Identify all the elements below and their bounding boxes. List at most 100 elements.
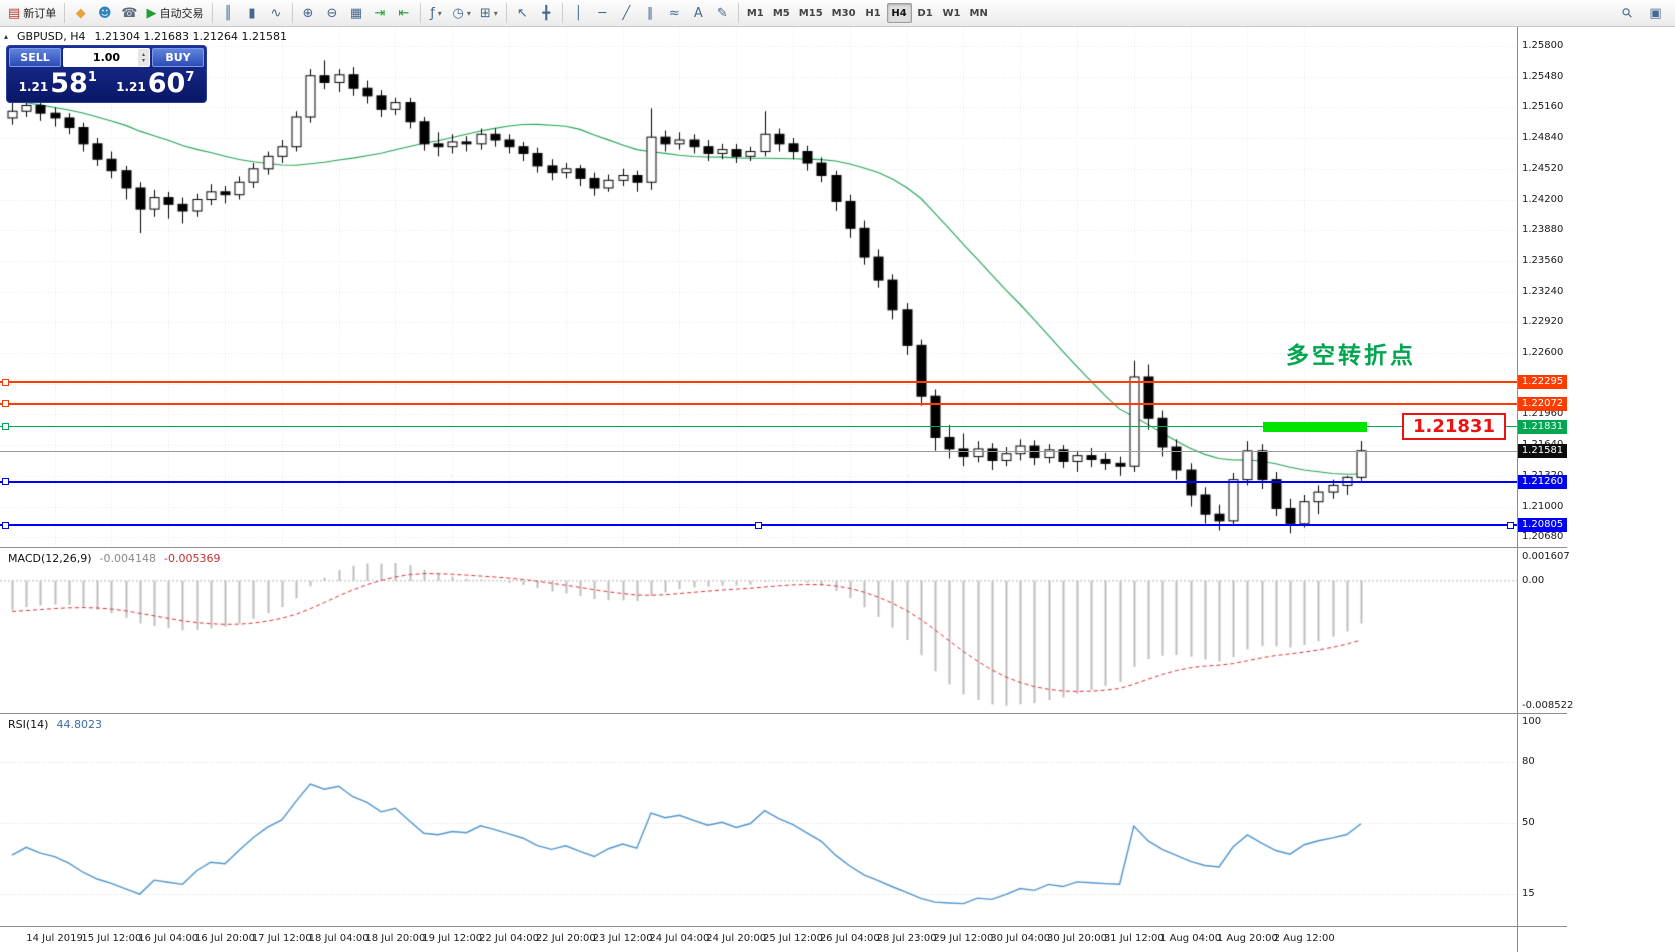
time-axis-label: 16 Jul 20:00: [195, 933, 255, 944]
toolbar-separator: [561, 3, 563, 23]
chart-line-icon: ∿: [270, 5, 282, 21]
auto-trading-button-label: 自动交易: [159, 7, 204, 20]
panel-separator[interactable]: [0, 713, 1567, 714]
trendline-tool-icon[interactable]: ╱: [615, 2, 638, 24]
time-axis-label: 24 Jul 20:00: [706, 933, 767, 944]
community-icon[interactable]: ☻: [93, 2, 116, 24]
auto-scroll-icon[interactable]: ⇥: [369, 2, 392, 24]
cursor-icon[interactable]: ↖: [511, 2, 534, 24]
line-handle[interactable]: [2, 400, 9, 408]
toolbar-separator: [291, 3, 293, 23]
time-axis-label: 22 Jul 20:00: [535, 933, 596, 944]
line-handle[interactable]: [2, 378, 9, 386]
templates-icon[interactable]: ⊞ ▾: [476, 2, 502, 24]
templates-icon: ⊞: [479, 5, 491, 21]
search-icon[interactable]: ⚲: [1616, 2, 1639, 24]
chart-bars-icon: ║: [224, 5, 232, 21]
crosshair-icon[interactable]: ╋: [535, 2, 558, 24]
mql5-market-icon[interactable]: ◆: [69, 2, 92, 24]
hline-tool-icon[interactable]: ─: [591, 2, 614, 24]
line-handle[interactable]: [2, 423, 9, 431]
indicators-icon[interactable]: ƒ ▾: [425, 2, 448, 24]
buy-price-big: 60: [147, 68, 186, 99]
tile-windows-icon: ▦: [349, 5, 363, 21]
cursor-icon: ↖: [516, 5, 528, 21]
line-handle[interactable]: [755, 521, 762, 529]
zoom-in-icon: ⊕: [302, 5, 314, 21]
price-tag-1.20805[interactable]: 1.20805: [1518, 518, 1567, 533]
cycle-tool-icon[interactable]: ≈: [663, 2, 686, 24]
chart-shift-icon[interactable]: ⇤: [393, 2, 416, 24]
price-axis-label: 1.23880: [1522, 224, 1564, 236]
turning-point-annotation[interactable]: 多空转折点: [1286, 343, 1416, 369]
draw-tool-icon[interactable]: ✎: [711, 2, 734, 24]
timeframe-h1-button[interactable]: H1: [865, 7, 881, 19]
zoom-out-icon: ⊖: [326, 5, 338, 21]
chart-bars-icon[interactable]: ║: [217, 2, 240, 24]
timeframe-mn-button[interactable]: MN: [969, 7, 988, 19]
new-order-icon: ▤: [8, 5, 21, 21]
volume-input[interactable]: 1.00 ▴ ▾: [63, 48, 150, 67]
text-tool-icon[interactable]: A: [687, 2, 710, 24]
highlight-bar[interactable]: [1263, 421, 1367, 432]
support-icon[interactable]: ☎: [117, 2, 141, 24]
price-axis-label: 1.21960: [1522, 408, 1564, 420]
price-tag-1.22072[interactable]: 1.22072: [1518, 396, 1567, 411]
timeframe-m15-button[interactable]: M15: [798, 7, 823, 19]
zoom-out-icon[interactable]: ⊖: [321, 2, 344, 24]
trendline-tool-icon: ╱: [622, 5, 631, 21]
panel-separator[interactable]: [0, 926, 1567, 927]
new-order-button[interactable]: ▤ 新订单: [4, 2, 60, 24]
volume-value: 1.00: [92, 51, 121, 64]
line-handle[interactable]: [2, 478, 9, 486]
spin-down-icon[interactable]: ▾: [141, 56, 145, 64]
hline-1.22295[interactable]: [0, 381, 1517, 384]
price-flag-label[interactable]: 1.21831: [1402, 412, 1506, 440]
current-price-tag: 1.21581: [1518, 443, 1567, 458]
toolbar-separator: [211, 3, 213, 23]
tile-windows-icon[interactable]: ▦: [345, 2, 368, 24]
toolbar-separator: [419, 3, 421, 23]
time-axis-label: 19 Jul 12:00: [422, 933, 483, 944]
line-handle[interactable]: [2, 521, 9, 529]
line-handle[interactable]: [1507, 521, 1514, 529]
layout-icon[interactable]: ▣: [1644, 2, 1667, 24]
price-tag-1.22295[interactable]: 1.22295: [1518, 375, 1567, 390]
price-axis-label: 1.25160: [1522, 101, 1564, 113]
auto-trading-button[interactable]: ▶ 自动交易: [143, 2, 208, 24]
time-axis-label: 24 Jul 04:00: [649, 933, 710, 944]
chart-line-icon[interactable]: ∿: [265, 2, 288, 24]
hline-1.21831[interactable]: [0, 426, 1517, 428]
price-tag-1.21831[interactable]: 1.21831: [1518, 419, 1567, 434]
panel-separator[interactable]: [0, 547, 1567, 548]
periods-icon[interactable]: ◷ ▾: [449, 2, 475, 24]
timeframe-w1-button[interactable]: W1: [942, 7, 961, 19]
zoom-in-icon[interactable]: ⊕: [297, 2, 320, 24]
price-tag-1.21260[interactable]: 1.21260: [1518, 474, 1567, 489]
sell-button[interactable]: SELL: [9, 48, 61, 67]
vline-tool-icon[interactable]: │: [567, 2, 590, 24]
sell-quote: 1.21 58 1: [9, 69, 107, 98]
spin-up-icon[interactable]: ▴: [141, 50, 145, 58]
timeframe-m1-button[interactable]: M1: [746, 7, 764, 19]
timeframe-m30-button[interactable]: M30: [831, 7, 856, 19]
hline-1.22072[interactable]: [0, 402, 1517, 405]
time-axis-label: 1 Aug 20:00: [1216, 933, 1278, 944]
volume-spinner[interactable]: ▴ ▾: [138, 49, 149, 66]
auto-trading-play-icon: ▶: [146, 5, 157, 21]
text-tool-icon: A: [693, 5, 703, 21]
timeframe-m5-button[interactable]: M5: [772, 7, 790, 19]
time-axis-label: 18 Jul 04:00: [308, 933, 369, 944]
channel-tool-icon[interactable]: ∥: [639, 2, 662, 24]
chart-candles-icon[interactable]: ▮: [241, 2, 264, 24]
buy-button[interactable]: BUY: [152, 48, 204, 67]
hline-1.21260[interactable]: [0, 480, 1517, 483]
timeframe-d1-button[interactable]: D1: [917, 7, 933, 19]
time-axis-label: 2 Aug 12:00: [1273, 933, 1335, 944]
buy-price-sup: 7: [185, 70, 195, 85]
price-axis-label: 1.22600: [1522, 347, 1564, 358]
search-icon: ⚲: [1618, 4, 1637, 22]
support-icon: ☎: [121, 5, 138, 21]
timeframe-h4-button[interactable]: H4: [886, 3, 912, 23]
